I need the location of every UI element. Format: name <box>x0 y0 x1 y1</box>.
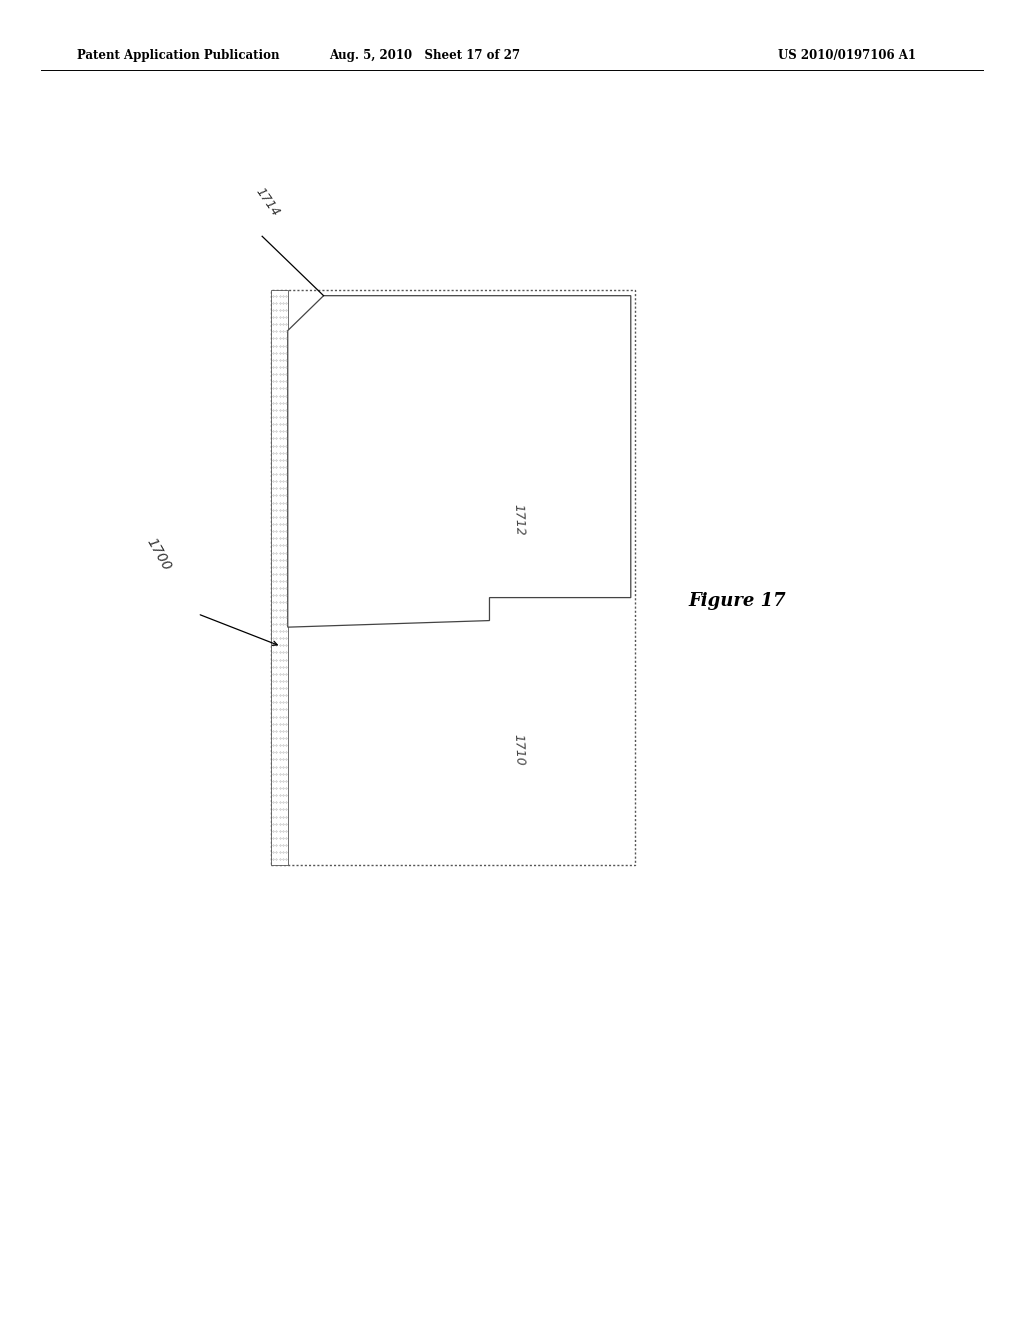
Text: Aug. 5, 2010   Sheet 17 of 27: Aug. 5, 2010 Sheet 17 of 27 <box>330 49 520 62</box>
Text: 1714: 1714 <box>253 185 282 219</box>
Bar <box>271 290 288 865</box>
Text: Patent Application Publication: Patent Application Publication <box>77 49 280 62</box>
Text: 1712: 1712 <box>511 504 526 536</box>
Text: US 2010/0197106 A1: US 2010/0197106 A1 <box>778 49 916 62</box>
Text: 1700: 1700 <box>143 536 174 573</box>
Text: Figure 17: Figure 17 <box>688 591 786 610</box>
Text: 1710: 1710 <box>511 734 526 766</box>
Bar <box>271 290 635 865</box>
Polygon shape <box>288 296 631 627</box>
